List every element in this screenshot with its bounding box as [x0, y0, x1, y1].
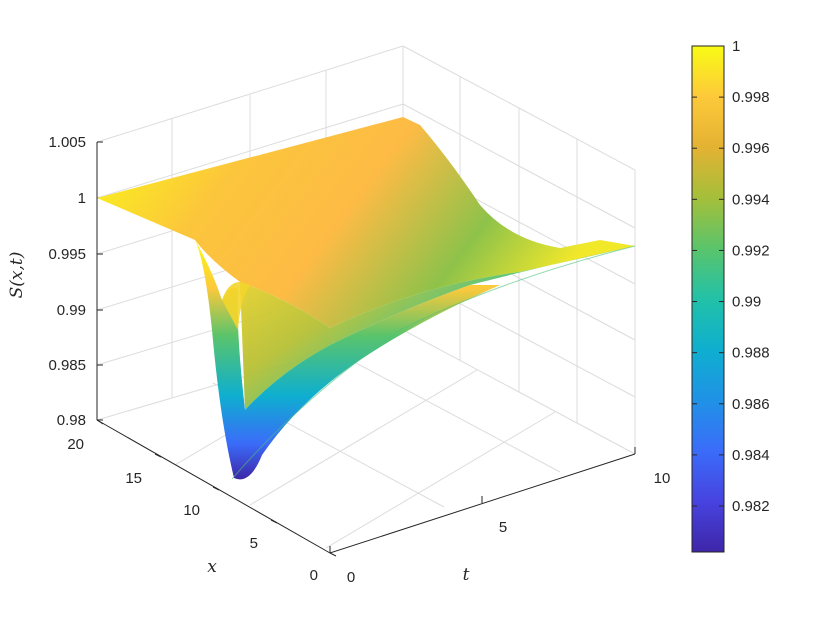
surface-slope	[240, 246, 635, 410]
z-axis-label: S(x,t)	[7, 252, 27, 299]
surface-front-edge	[231, 245, 636, 480]
surface-ridge	[222, 282, 250, 330]
z-tick-label: 1	[78, 190, 86, 207]
z-tick-label: 0.98	[57, 412, 86, 429]
colorbar-tick-label: 0.99	[732, 294, 761, 311]
z-tick-label: 0.985	[48, 357, 86, 374]
surface-plateau	[97, 117, 635, 328]
colorbar-gradient	[691, 45, 725, 553]
x-tick-label: 5	[250, 535, 258, 552]
t-tick-label: 0	[347, 569, 355, 586]
z-tick-label: 0.995	[48, 246, 86, 263]
colorbar-tick-label: 0.988	[732, 345, 770, 362]
t-axis: 0 5 10 t	[329, 447, 671, 586]
x-axis-label: x	[207, 557, 217, 577]
t-tick-label: 5	[499, 519, 507, 536]
colorbar: 0.982 0.984 0.986 0.988 0.99 0.992 0.994 0.996 0…	[691, 38, 770, 553]
surface	[97, 117, 636, 480]
colorbar-tick-label: 0.994	[732, 191, 770, 208]
t-axis-label: t	[463, 565, 470, 585]
colorbar-tick-label: 0.984	[732, 447, 770, 464]
colorbar-tick-label: 0.992	[732, 242, 770, 259]
z-axis: 1.005 1 0.995 0.99 0.985 0.98 S(x,t)	[7, 134, 103, 429]
x-axis: 20 15 10 5 0 x	[67, 419, 337, 584]
x-tick-label: 15	[125, 470, 142, 487]
colorbar-tick-label: 1	[732, 38, 740, 55]
surface-trough	[195, 240, 500, 480]
colorbar-tick-label: 0.982	[732, 498, 770, 515]
x-tick-label: 0	[310, 567, 318, 584]
colorbar-tick-label: 0.986	[732, 396, 770, 413]
colorbar-tick-label: 0.996	[732, 140, 770, 157]
z-tick-label: 1.005	[48, 134, 86, 151]
x-tick-label: 20	[67, 436, 84, 453]
t-tick-label: 10	[654, 470, 671, 487]
z-tick-label: 0.99	[57, 302, 86, 319]
x-tick-label: 10	[183, 502, 200, 519]
colorbar-tick-label: 0.998	[732, 89, 770, 106]
